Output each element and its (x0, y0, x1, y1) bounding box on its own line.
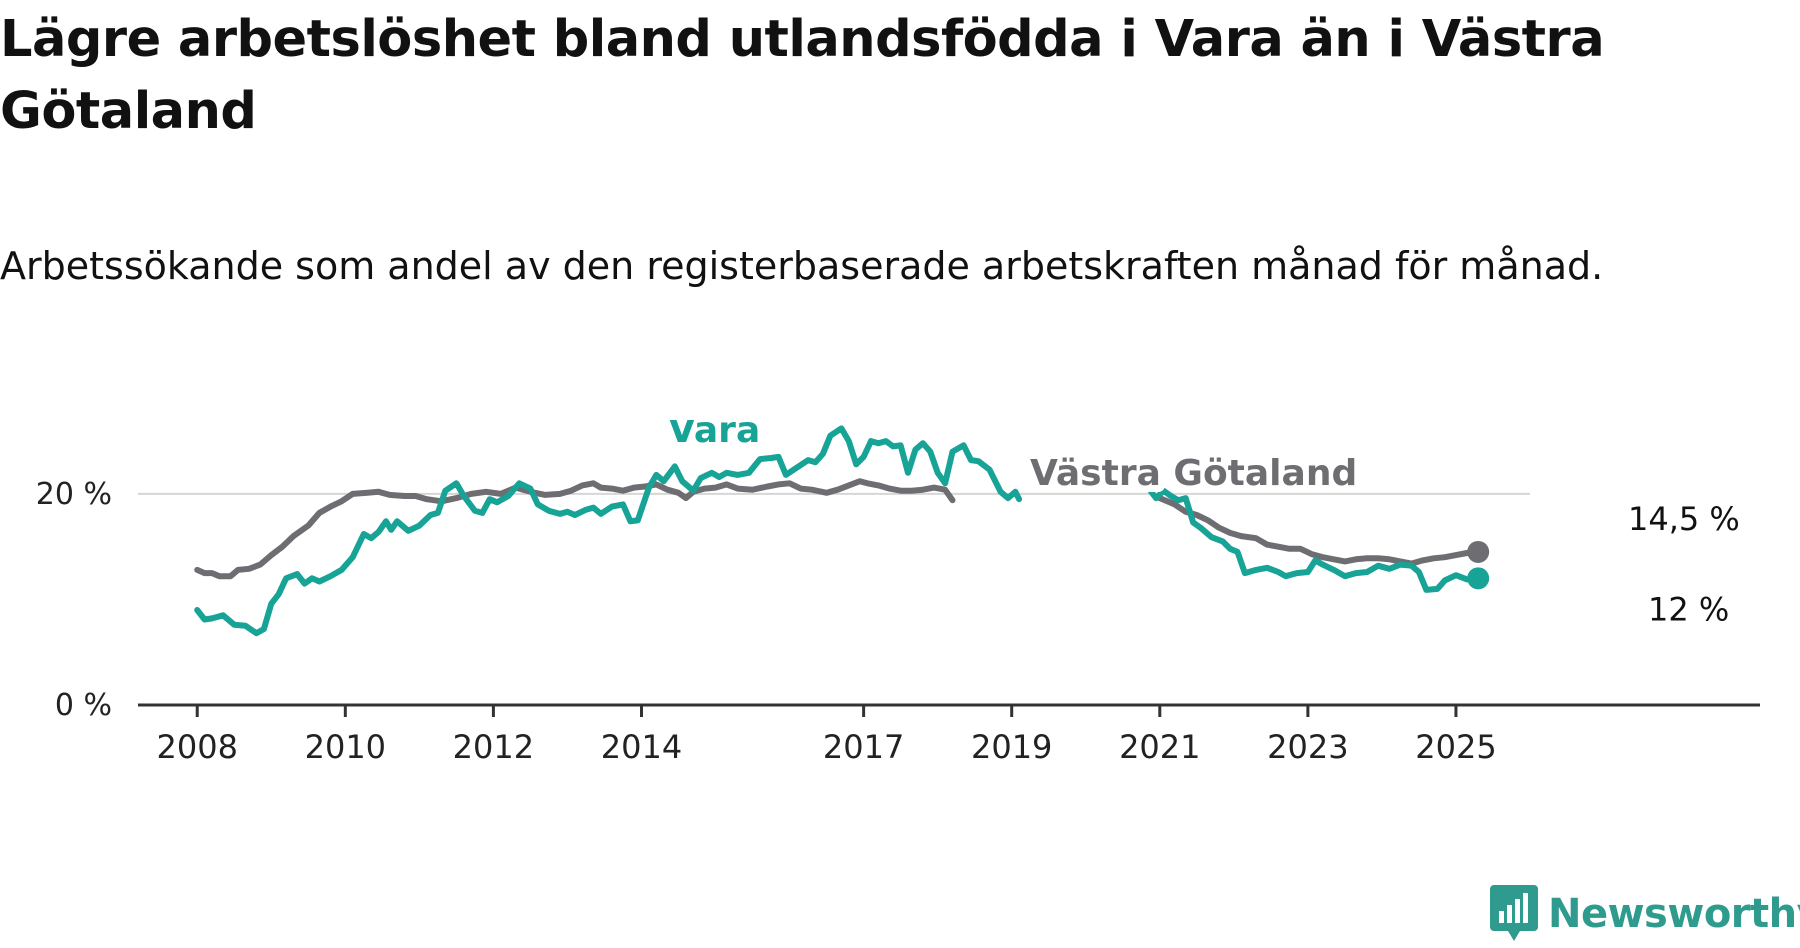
brand-name: Newsworthy (1548, 891, 1800, 937)
chart-subtitle: Arbetssökande som andel av den registerb… (0, 244, 1604, 288)
end-value-label-vara: 12 % (1648, 590, 1729, 628)
line-chart: 0 % 20 % Vara Västra Götaland 14,5 % 12 % 2008… (36, 420, 1760, 766)
x-tick-label: 2023 (1267, 728, 1348, 766)
chart-title: Lägre arbetslöshet bland utlandsfödda i … (0, 10, 1605, 141)
x-tick-label: 2019 (971, 728, 1052, 766)
x-tick-label: 2010 (305, 728, 386, 766)
end-marker-vara (1467, 567, 1490, 590)
x-tick-label: 2021 (1119, 728, 1200, 766)
series-line-vastra-gotaland (1156, 495, 1482, 567)
end-value-label-vastra-gotaland: 14,5 % (1628, 500, 1740, 538)
x-tick-label: 2008 (157, 728, 238, 766)
series-line-vara (1138, 483, 1482, 593)
series-label-vastra-gotaland: Västra Götaland (1030, 453, 1357, 494)
newsworthy-logo[interactable]: Newsworthy (1490, 885, 1800, 943)
newsworthy-logo-icon (1490, 885, 1538, 941)
x-tick-label: 2025 (1415, 728, 1496, 766)
y-tick-label: 20 % (36, 477, 112, 512)
x-tick-label: 2012 (453, 728, 534, 766)
y-tick-label: 0 % (55, 688, 112, 723)
x-tick-label: 2017 (823, 728, 904, 766)
series-line-vara (194, 425, 1023, 637)
series-line-vastra-gotaland (194, 478, 956, 580)
x-tick-label: 2014 (601, 728, 682, 766)
series-label-vara: Vara (668, 420, 760, 451)
end-marker-vastra-gotaland (1467, 540, 1490, 563)
